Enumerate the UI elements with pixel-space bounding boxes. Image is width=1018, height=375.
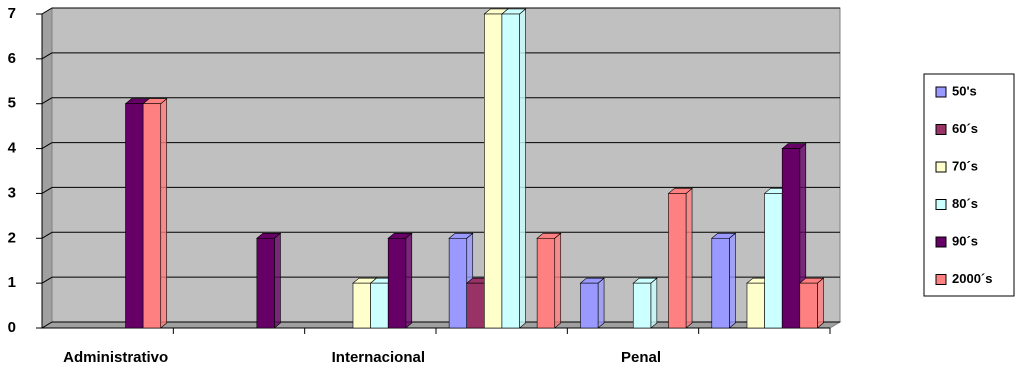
bar (781, 148, 801, 329)
legend-label: 90´s (952, 233, 978, 248)
legend-swatch (935, 274, 947, 285)
bar (668, 193, 687, 329)
bar-side (685, 187, 693, 329)
x-tick-label: Administrativo (63, 349, 168, 366)
legend-swatch (935, 199, 947, 210)
grid-line (41, 231, 53, 239)
bar (448, 237, 468, 329)
bar-side (405, 232, 413, 329)
bar-side (160, 98, 168, 329)
bar (370, 282, 389, 329)
bar-side (519, 8, 526, 329)
legend-swatch (935, 124, 947, 135)
y-tick-label: 2 (8, 229, 16, 246)
grid-line (41, 276, 53, 284)
bar (746, 282, 765, 329)
legend-label: 50's (952, 83, 977, 98)
y-tick-label: 1 (8, 274, 16, 291)
bar (632, 282, 652, 329)
bar-side (650, 277, 658, 329)
bar-side (597, 277, 605, 329)
bar (352, 282, 371, 329)
bar (142, 103, 162, 329)
legend-label: 60´s (952, 121, 978, 136)
bar (256, 237, 275, 329)
bar (387, 237, 407, 329)
bar (764, 193, 783, 329)
legend-label: 70´s (952, 158, 978, 173)
legend-swatch (935, 86, 947, 98)
bar (799, 282, 818, 329)
y-tick-label: 5 (8, 95, 16, 112)
legend-box (923, 73, 1015, 297)
legend: 50's 60´s 70´s 80´s 90´s 2000´s (935, 83, 992, 286)
legend-swatch (935, 236, 947, 248)
grid-line (41, 142, 53, 150)
y-tick-label: 4 (8, 140, 17, 157)
legend-label: 80´s (952, 196, 978, 211)
grid-line (41, 186, 53, 194)
legend-swatch (935, 161, 947, 173)
x-tick-label: Internacional (332, 349, 425, 366)
bar (711, 237, 730, 329)
bar (536, 237, 556, 329)
grid-line (41, 52, 53, 60)
y-tick-label: 6 (8, 50, 16, 67)
grid-line (41, 7, 53, 15)
bar-side (274, 232, 281, 329)
bar (484, 13, 503, 329)
y-tick-label: 0 (8, 319, 16, 336)
x-tick-label: Penal (621, 349, 661, 366)
bar (501, 13, 520, 329)
y-tick-label: 7 (8, 5, 16, 22)
bar-side (817, 277, 824, 329)
grid-line (41, 97, 53, 105)
grid-line (41, 321, 53, 329)
bar (466, 282, 485, 329)
bar-side (554, 232, 562, 329)
y-tick-label: 3 (8, 184, 16, 201)
bar (125, 103, 144, 329)
bar (580, 282, 599, 329)
legend-label: 2000´s (952, 271, 992, 286)
bar-side (729, 232, 736, 329)
